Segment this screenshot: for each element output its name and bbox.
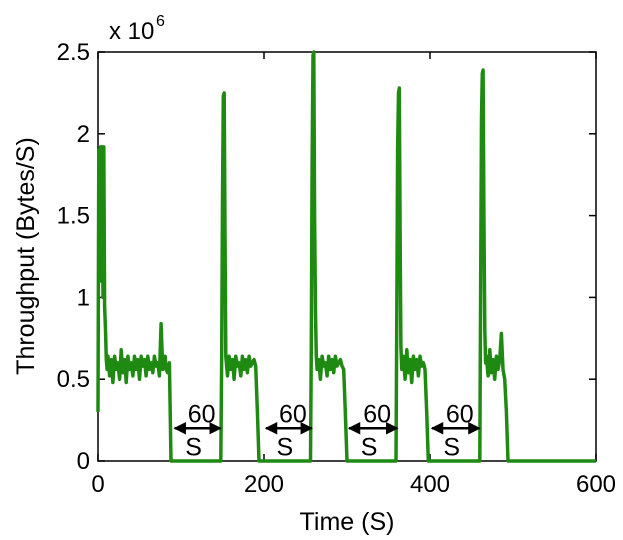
y-tick-label: 2.5 bbox=[57, 39, 90, 66]
plot-frame bbox=[97, 51, 597, 462]
series-layer bbox=[96, 50, 596, 463]
interval-label-bottom: S bbox=[277, 433, 294, 461]
y-tick-label: 1.5 bbox=[57, 203, 90, 230]
y-tick-label: 0 bbox=[77, 448, 90, 475]
y-axis-ticks: 0 0.5 1 1.5 2 2.5 bbox=[57, 39, 596, 475]
x-axis-label: Time (S) bbox=[300, 508, 395, 536]
y-tick-label: 0.5 bbox=[57, 366, 90, 393]
y-multiplier-label: x 10 bbox=[109, 18, 154, 45]
interval-label-top: 60 bbox=[446, 400, 474, 428]
series-line bbox=[96, 50, 596, 463]
y-tick-label: 1 bbox=[77, 284, 90, 311]
interval-label-bottom: S bbox=[185, 433, 202, 461]
interval-label-top: 60 bbox=[279, 400, 307, 428]
x-tick-label: 0 bbox=[91, 471, 104, 498]
x-tick-label: 200 bbox=[244, 471, 284, 498]
x-tick-label: 600 bbox=[576, 471, 616, 498]
y-axis-label: Throughput (Bytes/S) bbox=[12, 137, 40, 375]
x-axis-ticks: 0 200 400 600 bbox=[91, 52, 616, 498]
interval-label-top: 60 bbox=[188, 400, 216, 428]
interval-label-bottom: S bbox=[443, 433, 460, 461]
interval-label-top: 60 bbox=[363, 400, 391, 428]
y-tick-label: 2 bbox=[77, 121, 90, 148]
interval-label-bottom: S bbox=[361, 433, 378, 461]
x-tick-label: 400 bbox=[410, 471, 450, 498]
y-multiplier-exponent: 6 bbox=[156, 13, 165, 30]
annotation-layer: 60 S 60 S 60 S 60 S bbox=[173, 400, 481, 461]
